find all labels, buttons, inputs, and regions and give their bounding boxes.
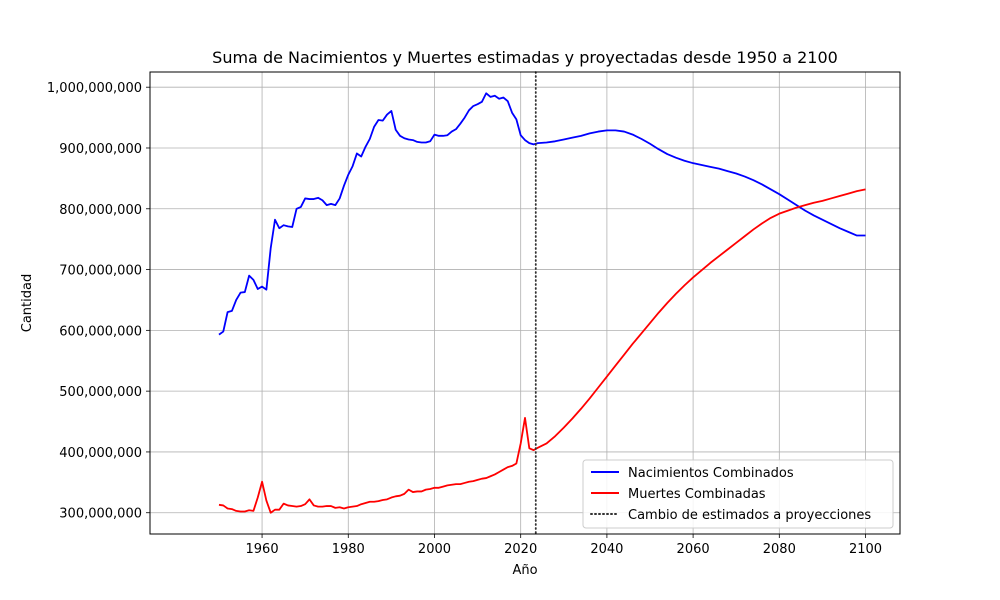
x-tick-label: 2040 (590, 542, 623, 557)
y-tick-label: 600,000,000 (59, 324, 142, 339)
x-tick-label: 2000 (418, 542, 451, 557)
x-tick-label: 2020 (504, 542, 537, 557)
x-tick-label: 1960 (246, 542, 279, 557)
chart-title: Suma de Nacimientos y Muertes estimadas … (212, 48, 838, 67)
tick-layer: 1960 1980 2000 2020 2040 2060 2080 2100 300,000,… (47, 81, 882, 557)
legend-label-deaths: Muertes Combinadas (628, 487, 766, 502)
x-tick-label: 2100 (849, 542, 882, 557)
legend-box (582, 459, 894, 529)
series-line-deaths (218, 188, 866, 514)
grid-layer (150, 72, 900, 534)
x-tick-label: 2080 (763, 542, 796, 557)
x-tick-label: 1980 (332, 542, 365, 557)
legend-label-births: Nacimientos Combinados (628, 466, 794, 481)
series-layer (218, 92, 866, 514)
legend: Nacimientos Combinados Muertes Combinada… (582, 459, 894, 529)
y-tick-label: 1,000,000,000 (47, 81, 142, 96)
y-tick-label: 700,000,000 (59, 264, 142, 279)
y-tick-label: 400,000,000 (59, 446, 142, 461)
y-tick-label: 500,000,000 (59, 385, 142, 400)
y-tick-label: 900,000,000 (59, 142, 142, 157)
y-axis-label: Cantidad (20, 274, 35, 332)
x-axis-label: Año (512, 563, 537, 578)
series-line-births (218, 92, 866, 336)
y-tick-label: 300,000,000 (59, 507, 142, 522)
y-tick-label: 800,000,000 (59, 203, 142, 218)
legend-label-projection-change: Cambio de estimados a proyecciones (628, 508, 871, 523)
x-tick-label: 2060 (677, 542, 710, 557)
plot-frame (149, 71, 901, 535)
